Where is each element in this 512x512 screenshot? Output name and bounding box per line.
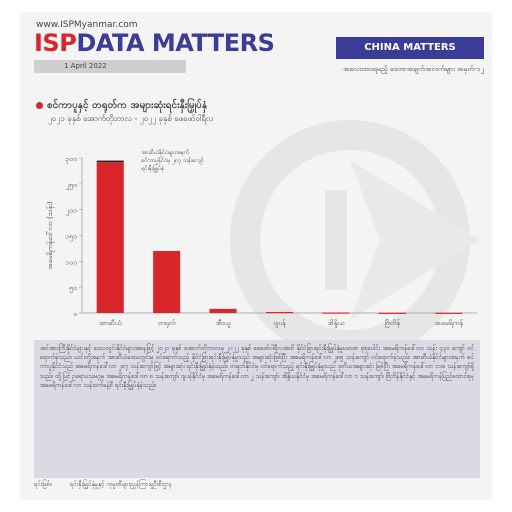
x-tick-label: ဂျပန် xyxy=(273,319,287,328)
source-text: ရင်းနှီးမြှုပ်နှံမှုနှင့် ကုမ္ပဏီများညွှ… xyxy=(69,481,173,488)
bar xyxy=(96,162,124,313)
bullet-dot-icon xyxy=(36,101,43,109)
x-tick-label: ဗြိတိန် xyxy=(385,319,401,328)
china-matters-badge: CHINA MATTERS xyxy=(336,37,484,59)
x-tick-label: အိန္ဒိယ xyxy=(328,319,345,328)
bar xyxy=(378,312,406,314)
bar xyxy=(209,308,237,313)
y-tick-label: ၀ xyxy=(73,310,77,318)
description-text: အင်အားကြီးနိုင်ငံများနှင့် ဒေသတွင်းနိုင်… xyxy=(40,345,474,389)
bar-top-segment xyxy=(96,160,124,163)
bar xyxy=(265,311,294,314)
publish-date: 1 April 2022 xyxy=(64,62,107,70)
x-tick-label: တရုတ် xyxy=(158,319,176,328)
x-tick-label: အာဆီယံ xyxy=(99,319,122,327)
y-tick-label: ၁၀၀ xyxy=(65,258,77,266)
chart-title-text: စင်ကာပူနှင့် တရုတ်က အများဆုံးရင်းနှီးမြှ… xyxy=(47,100,208,111)
source-line: ရင်းမြစ်။ ရင်းနှီးမြှုပ်နှံမှုနှင့် ကုမ္ပ… xyxy=(34,480,172,489)
y-tick-label: ၁၅၀ xyxy=(65,233,77,242)
bar xyxy=(153,251,181,313)
y-tick-label: ၃၀၀ xyxy=(65,155,77,164)
chart-annotation: ရင်းနှီးမြှုပ်နှံ xyxy=(141,163,165,173)
chart-annotation: စင်ကာပူနိုင်ငံမှ ၂၈၇ သန်းကျော် xyxy=(141,156,204,165)
date-bar: 1 April 2022 xyxy=(34,60,186,73)
chart-title: စင်ကာပူနှင့် တရုတ်က အများဆုံးရင်းနှီးမြှ… xyxy=(36,98,207,113)
y-tick-label: ၅၀ xyxy=(69,284,77,293)
source-label: ရင်းမြစ်။ xyxy=(34,481,52,488)
x-tick-label: အီးယူ xyxy=(216,319,231,328)
series-sublabel: အလေးထားရမည့် ဒေတာအချက်အလက်များ အမှတ်-၁၂ xyxy=(342,65,484,73)
y-tick-label: ၂၅၀ xyxy=(65,181,77,190)
website-url: www.ISPMyanmar.com xyxy=(36,20,138,30)
y-tick-label: ၂၀၀ xyxy=(65,207,77,216)
y-axis-label: အမေရိကန်ဒေါ်လာ (သန်း) xyxy=(46,201,55,270)
chart-subtitle: ၂၀၂၁ ခုနှစ် အောက်တိုဘာလ - ၂၀၂၂ ခုနှစ် ဖေ… xyxy=(48,114,214,123)
chart-annotation: အာဆီယံနိုင်ငံများအနက် xyxy=(141,148,189,157)
x-tick-label: အမေရိကန် xyxy=(434,319,464,328)
bar xyxy=(435,312,463,314)
brand-isp: ISP xyxy=(34,29,77,57)
brand-data-matters: DATA MATTERS xyxy=(76,29,275,57)
description-box: အင်အားကြီးနိုင်ငံများနှင့် ဒေသတွင်းနိုင်… xyxy=(34,340,480,478)
brand-logo: ISPDATA MATTERS xyxy=(34,28,275,58)
bar xyxy=(322,312,350,314)
